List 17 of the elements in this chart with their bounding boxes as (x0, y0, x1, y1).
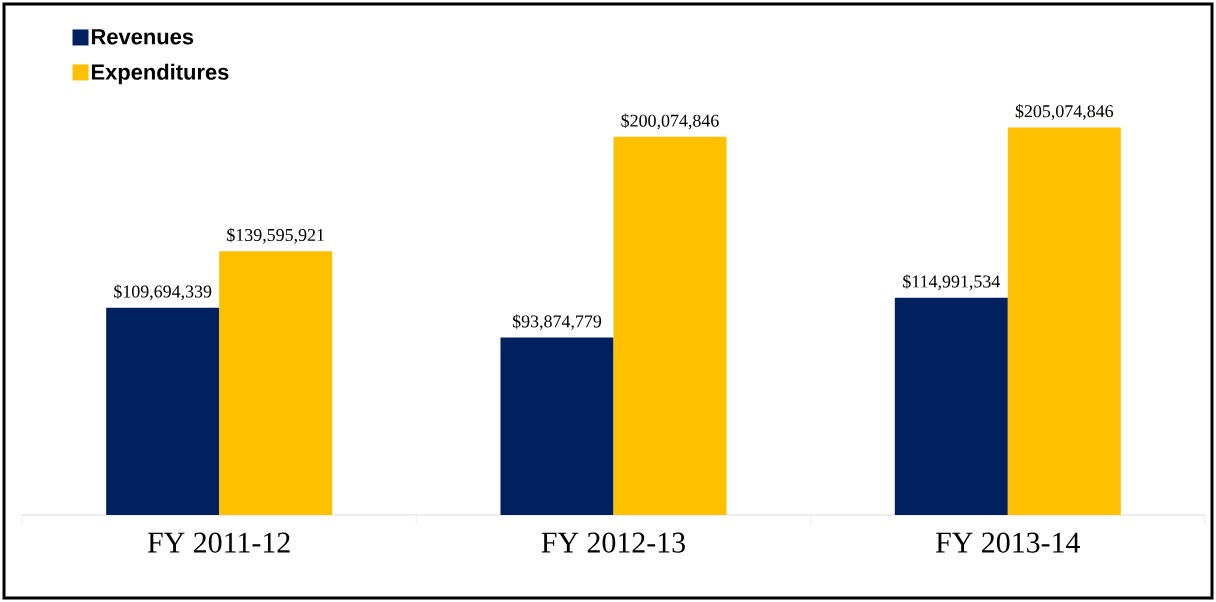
bar (1007, 127, 1121, 515)
bar (613, 136, 727, 515)
data-label: $109,694,339 (114, 284, 212, 301)
data-label: $200,074,846 (621, 113, 719, 130)
data-label: $139,595,921 (227, 227, 324, 244)
x-tick-label: FY 2011-12 (147, 532, 290, 553)
data-label: $205,074,846 (1015, 104, 1114, 120)
bar (500, 337, 614, 515)
legend-label: Expenditures (91, 63, 229, 85)
data-label: $93,874,779 (512, 314, 602, 331)
legend-label: Revenues (91, 29, 194, 45)
bar (219, 251, 333, 515)
bar (894, 297, 1008, 515)
x-tick-label: FY 2013-14 (936, 532, 1080, 553)
data-label: $114,991,534 (903, 274, 1001, 291)
bar (106, 307, 220, 515)
x-tick-label: FY 2012-13 (541, 532, 685, 553)
